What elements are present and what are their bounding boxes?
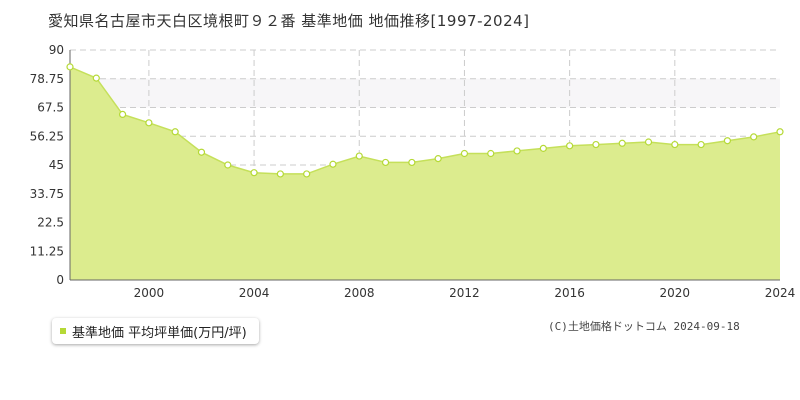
data-point — [434, 155, 442, 163]
legend-label: 基準地価 平均坪単価(万円/坪) — [72, 325, 247, 341]
data-point — [145, 119, 153, 127]
y-tick-label: 33.75 — [30, 187, 64, 201]
data-point — [776, 128, 784, 136]
data-point — [697, 140, 705, 149]
y-tick-label: 78.75 — [30, 72, 64, 86]
data-point — [66, 63, 74, 71]
data-point — [723, 137, 732, 145]
x-tick-label: 2004 — [239, 286, 270, 300]
data-point — [355, 152, 363, 160]
data-point — [303, 170, 311, 178]
data-point — [118, 110, 127, 119]
y-tick-label: 22.5 — [37, 216, 64, 230]
x-tick-label: 2008 — [344, 286, 375, 300]
data-point — [592, 140, 600, 149]
data-point — [460, 149, 469, 158]
series-line — [69, 66, 781, 175]
data-point — [539, 144, 547, 152]
x-tick-label: 2000 — [134, 286, 165, 300]
data-point — [750, 133, 758, 141]
data-point — [487, 149, 495, 158]
x-tick-label: 2016 — [554, 286, 585, 300]
legend[interactable]: 基準地価 平均坪単価(万円/坪) — [52, 318, 259, 344]
x-tick-label: 2020 — [660, 286, 691, 300]
x-tick-label: 2012 — [449, 286, 480, 300]
data-point — [644, 138, 653, 146]
y-tick-label: 11.25 — [30, 244, 64, 258]
series-area — [70, 66, 780, 281]
legend-swatch — [60, 328, 66, 334]
data-point — [618, 139, 626, 147]
y-tick-label: 56.25 — [30, 129, 64, 143]
data-point — [276, 170, 284, 178]
data-point — [197, 148, 206, 156]
x-tick-label: 2024 — [765, 286, 796, 300]
background-band — [70, 78, 780, 108]
data-point — [566, 142, 574, 150]
y-tick-label: 45 — [49, 158, 64, 172]
data-point — [250, 169, 258, 177]
data-point — [224, 161, 232, 169]
data-point — [92, 74, 100, 82]
y-tick-label: 90 — [49, 43, 64, 57]
data-point — [381, 158, 390, 167]
data-point — [513, 147, 521, 155]
y-tick-label: 0 — [56, 273, 64, 287]
chart-title: 愛知県名古屋市天白区境根町９２番 基準地価 地価推移[1997-2024] — [48, 12, 530, 30]
data-point — [671, 140, 679, 149]
copyright-notice: (C)土地価格ドットコム 2024-09-18 — [548, 320, 740, 333]
data-point — [329, 160, 337, 168]
data-point — [408, 158, 416, 167]
data-point — [171, 128, 179, 136]
y-tick-label: 67.5 — [37, 101, 64, 115]
